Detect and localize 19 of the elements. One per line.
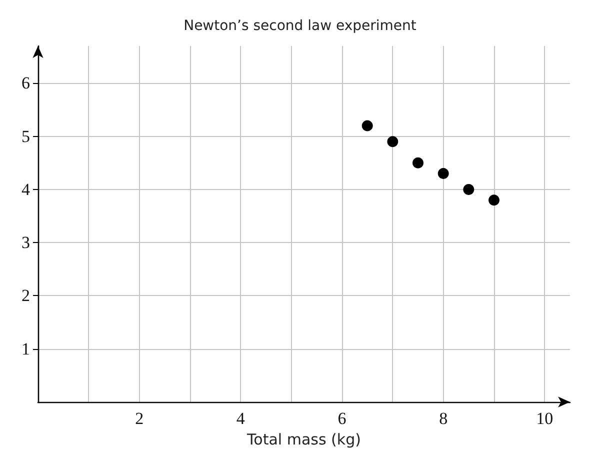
x-tick-label: 4	[236, 409, 246, 428]
x-tick-label: 8	[439, 409, 448, 428]
point	[412, 157, 424, 168]
x-tick-label: 2	[135, 409, 144, 428]
x-tick-label: 6	[338, 409, 346, 428]
point	[387, 136, 398, 148]
y-tick-label: 2	[22, 286, 30, 306]
point	[362, 120, 373, 132]
x-axis-title: Total mass (kg)	[246, 430, 361, 448]
chart-title: Newton’s second law experiment	[184, 18, 417, 34]
y-tick-label: 3	[22, 233, 30, 252]
point	[463, 184, 474, 195]
y-tick-label: 1	[22, 339, 30, 358]
y-tick-label: 5	[22, 126, 30, 146]
point	[488, 194, 500, 206]
point	[438, 168, 449, 180]
x-tick-label: 10	[536, 409, 554, 428]
y-tick-label: 4	[22, 180, 30, 199]
y-tick-label: 6	[22, 74, 30, 93]
